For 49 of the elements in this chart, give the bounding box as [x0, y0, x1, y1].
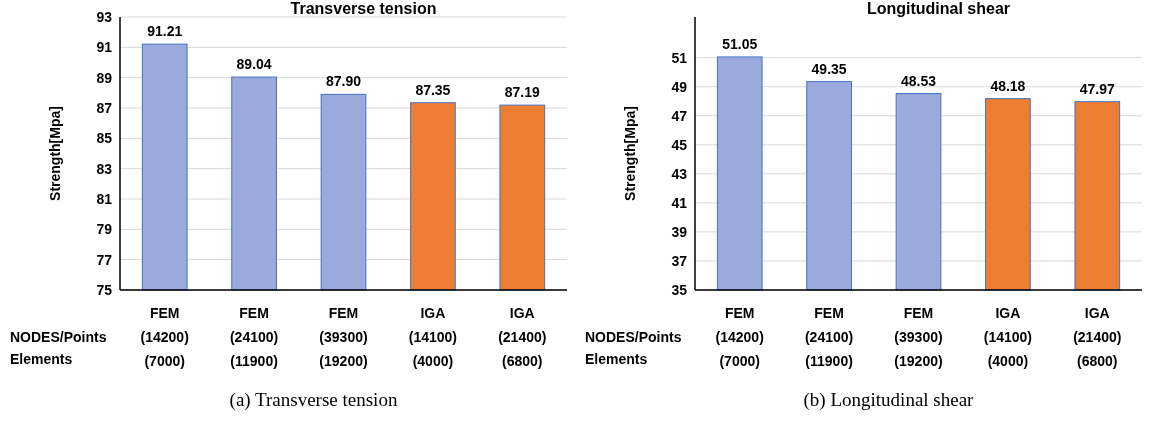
x-tick-label: FEM (39300) (19200): [894, 305, 943, 369]
y-axis-title: Strength[Mpa]: [622, 106, 638, 201]
chart-title: Transverse tension: [290, 0, 437, 17]
y-tick-label: 35: [671, 281, 688, 298]
y-axis-title: Strength[Mpa]: [47, 106, 63, 201]
y-tick-label: 81: [96, 190, 113, 207]
y-tick-label: 93: [96, 8, 113, 25]
y-tick-label: 89: [96, 69, 113, 86]
y-tick-label: 85: [96, 130, 113, 147]
x-tick-label: FEM (24100) (11900): [229, 305, 279, 369]
data-label: 48.18: [990, 77, 1026, 94]
y-tick-label: 47: [671, 107, 688, 124]
data-label: 48.53: [900, 72, 937, 89]
x-tick-label: FEM (39300) (19200): [319, 305, 368, 369]
data-label: 87.19: [504, 84, 541, 101]
y-tick-label: 41: [671, 194, 688, 211]
x-tick-label: FEM (14200) (7000): [715, 305, 764, 369]
y-tick-label: 91: [96, 39, 113, 56]
text: Elements: [10, 351, 73, 367]
x-tick-label: FEM (24100) (11900): [804, 305, 854, 369]
x-tick-label: FEM (14200) (7000): [140, 305, 189, 369]
y-tick-label: 87: [96, 99, 113, 116]
y-tick-label: 37: [671, 252, 688, 269]
y-tick-label: 83: [96, 160, 113, 177]
x-tick-label: IGA (21400) (6800): [1073, 305, 1122, 369]
data-label: 87.90: [325, 73, 362, 90]
text: NODES/Points: [10, 329, 107, 345]
y-tick-label: 75: [96, 281, 113, 298]
y-tick-label: 77: [96, 251, 113, 268]
data-label: 47.97: [1079, 80, 1116, 97]
chart-title: Longitudinal shear: [866, 0, 1011, 17]
x-tick-label: IGA (14100) (4000): [408, 305, 458, 369]
data-label: 49.35: [811, 60, 847, 77]
text: (b) Longitudinal shear: [803, 389, 975, 411]
data-label: 87.35: [415, 81, 451, 98]
data-label: 51.05: [722, 35, 758, 52]
y-tick-label: 79: [96, 221, 113, 238]
text: NODES/Points: [585, 329, 682, 345]
data-label: 91.21: [147, 23, 183, 40]
y-tick-label: 39: [671, 223, 688, 240]
y-tick-label: 43: [671, 165, 688, 182]
x-tick-label: IGA (21400) (6800): [498, 305, 547, 369]
x-tick-label: IGA (14100) (4000): [983, 305, 1033, 369]
y-tick-label: 45: [671, 136, 688, 153]
y-tick-label: 49: [671, 78, 688, 95]
text: Elements: [585, 351, 648, 367]
data-label: 89.04: [236, 56, 272, 73]
text: (a) Transverse tension: [229, 389, 398, 411]
y-tick-label: 51: [671, 49, 688, 66]
